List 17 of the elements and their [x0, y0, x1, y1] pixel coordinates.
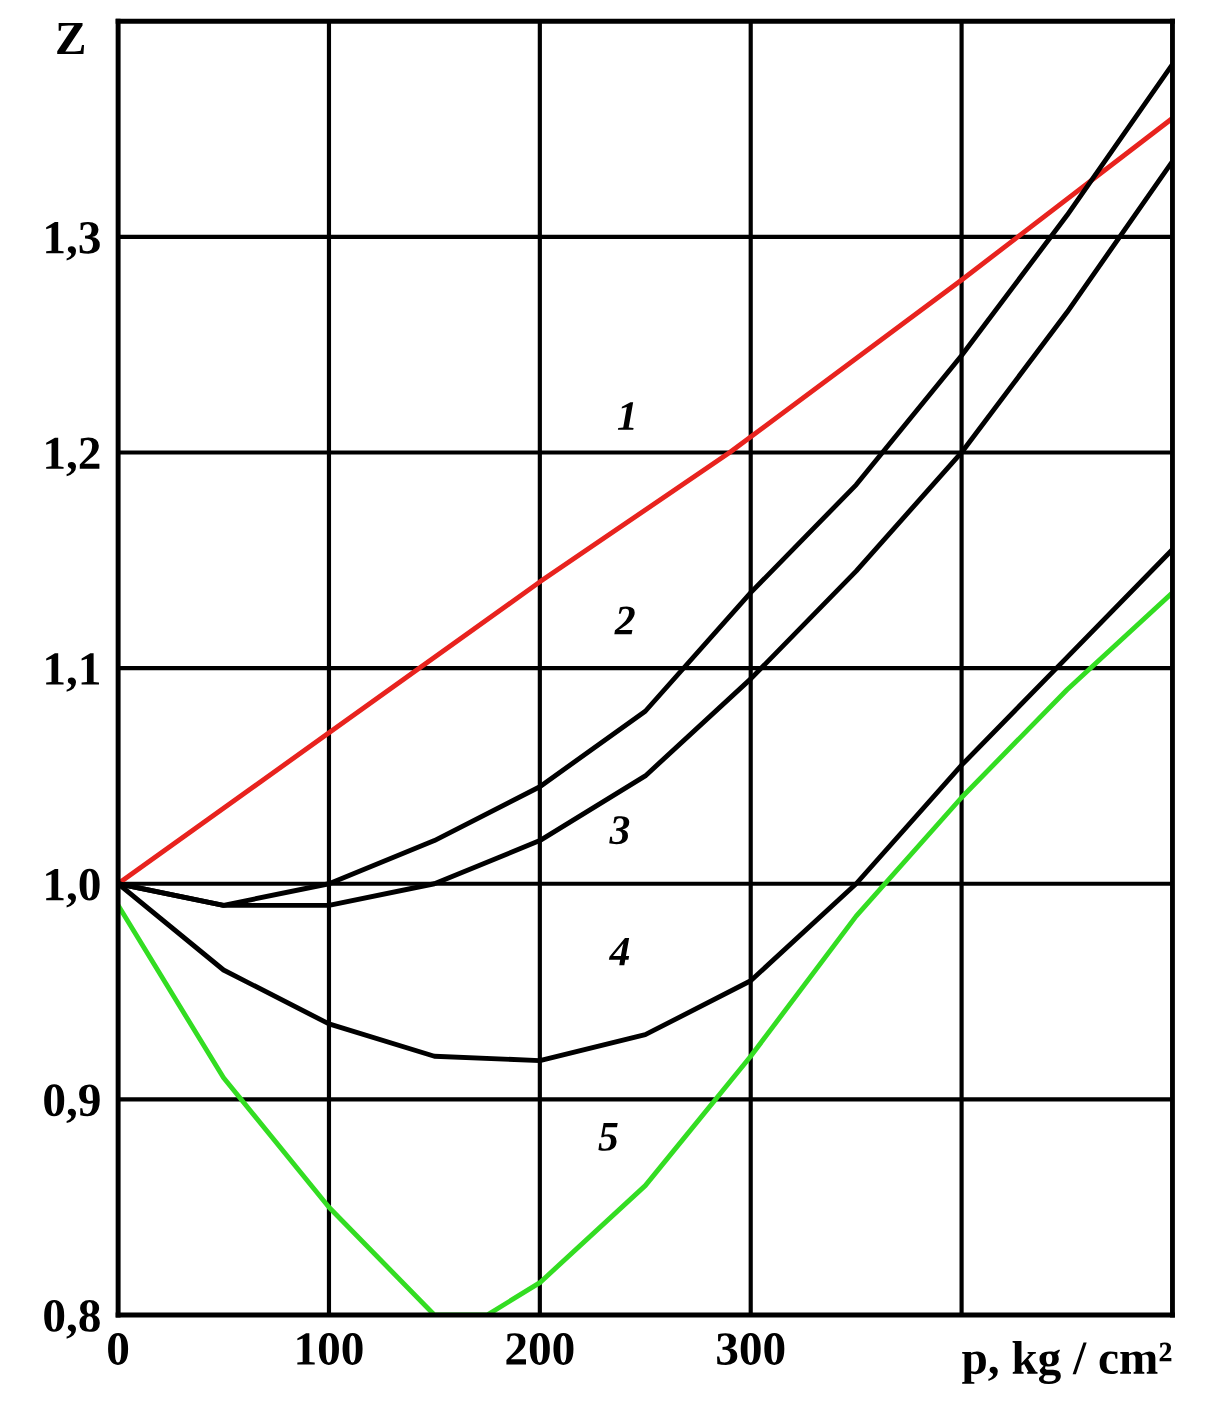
series-label: 2 [614, 606, 635, 635]
x-tick-label: 100 [297, 1333, 363, 1365]
y-tick-label: 1,1 [46, 653, 99, 692]
y-tick-label: 0,9 [44, 1084, 100, 1124]
y-tick-label: 1,2 [46, 437, 100, 477]
y-tick-label: 1,3 [46, 221, 100, 261]
x-axis-title: p, kg / cm² [962, 1340, 1172, 1385]
series-label: 4 [608, 937, 630, 966]
y-axis-title: Z [57, 23, 85, 54]
x-tick-label: 300 [717, 1333, 785, 1365]
series-label: 1 [617, 402, 634, 430]
series-label: 5 [598, 1123, 618, 1151]
y-tick-label: 1,0 [46, 868, 100, 908]
series-label: 3 [609, 816, 630, 845]
y-tick-label: 0,8 [44, 1300, 100, 1339]
x-tick-label: 0 [108, 1333, 129, 1365]
x-tick-label: 200 [506, 1333, 574, 1365]
